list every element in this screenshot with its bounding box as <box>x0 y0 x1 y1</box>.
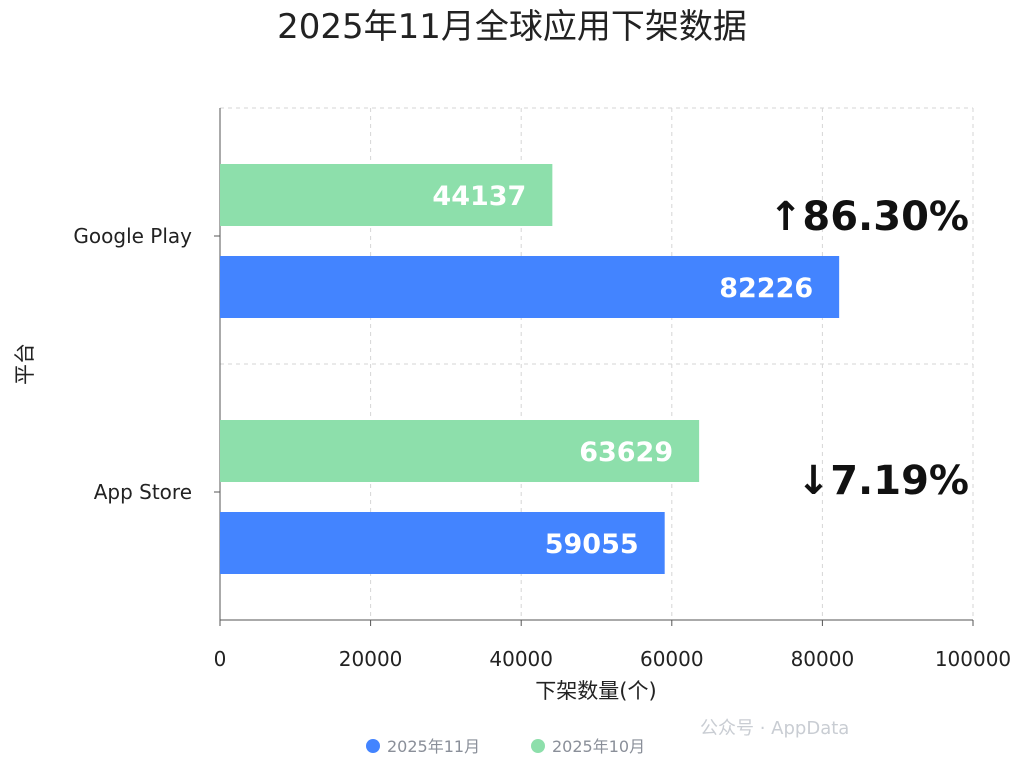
legend-label: 2025年11月 <box>387 737 480 756</box>
bar <box>220 512 665 574</box>
chart-title: 2025年11月全球应用下架数据 <box>277 7 747 47</box>
x-tick-labels: 0 20000 40000 60000 80000 100000 <box>214 620 1011 671</box>
bars: 44137 82226 63629 59055 <box>220 164 840 574</box>
legend-marker <box>531 739 545 753</box>
bar-value-label: 59055 <box>545 529 639 560</box>
legend-label: 2025年10月 <box>552 737 645 756</box>
legend-marker <box>366 739 380 753</box>
x-tick-label: 20000 <box>339 647 403 671</box>
x-tick-label: 80000 <box>791 647 855 671</box>
legend: 2025年11月 2025年10月 <box>366 737 645 756</box>
y-category-label: Google Play <box>73 224 192 248</box>
x-tick-label: 60000 <box>640 647 704 671</box>
change-label: ↑86.30% <box>769 194 969 240</box>
bar-value-label: 63629 <box>579 437 673 468</box>
change-label: ↓7.19% <box>797 458 969 504</box>
x-axis-title: 下架数量(个) <box>535 679 656 703</box>
watermark: 公众号 · AppData <box>700 718 849 739</box>
x-tick-label: 0 <box>214 647 227 671</box>
bar <box>220 164 553 226</box>
bar-value-label: 44137 <box>432 181 526 212</box>
bar <box>220 420 700 482</box>
bar-value-label: 82226 <box>719 273 813 304</box>
y-axis-title: 平台 <box>13 343 37 385</box>
x-tick-label: 40000 <box>489 647 553 671</box>
y-category-labels: Google Play App Store <box>73 224 220 504</box>
x-tick-label: 100000 <box>935 647 1011 671</box>
bar <box>220 256 840 318</box>
change-labels: ↑86.30% ↓7.19% <box>769 194 969 504</box>
y-category-label: App Store <box>94 480 192 504</box>
